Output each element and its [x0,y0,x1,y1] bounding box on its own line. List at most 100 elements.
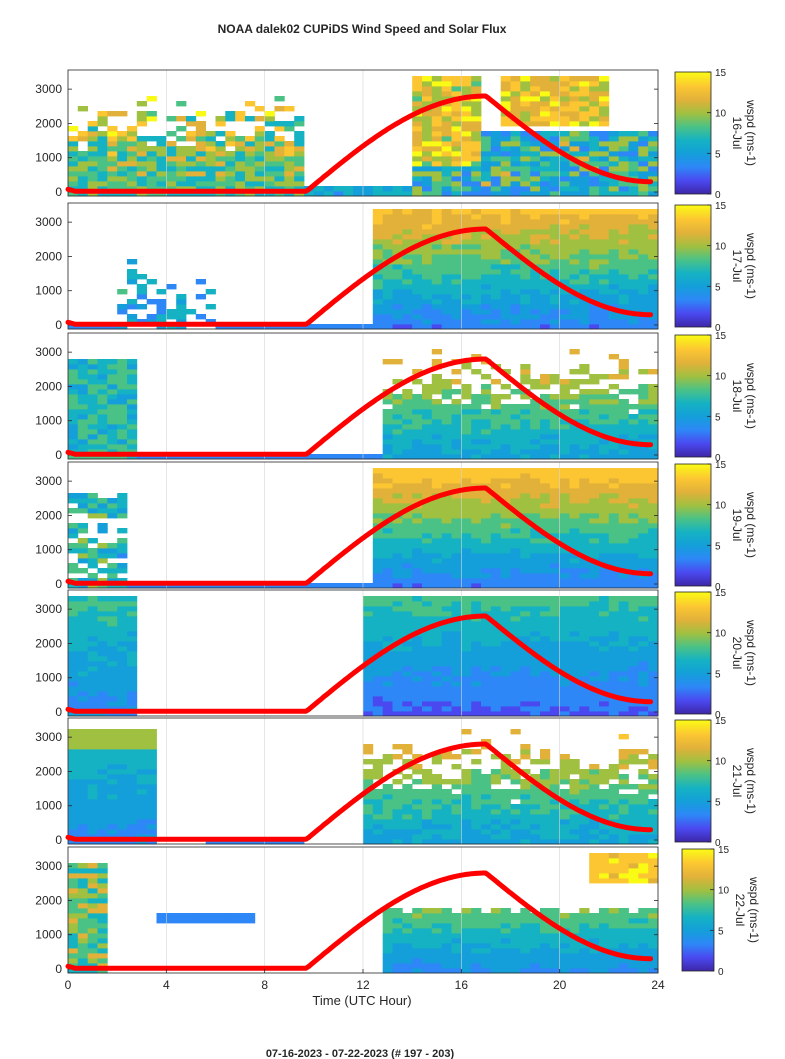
heatmap-cell [136,304,147,310]
heatmap-cell [540,414,551,420]
heatmap-cell [441,824,452,830]
heatmap-cell [77,656,88,662]
heatmap-cell [392,558,403,564]
heatmap-cell [422,294,433,300]
heatmap-cell [490,424,501,430]
heatmap-cell [579,656,590,662]
heatmap-cell [441,779,452,785]
heatmap-cell [569,249,580,255]
heatmap-cell [412,478,423,484]
heatmap-cell [520,324,531,330]
heatmap-cell [520,121,531,127]
heatmap-cell [618,254,629,260]
heatmap-cell [540,538,551,544]
heatmap-cell [68,166,79,172]
heatmap-cell [363,799,374,805]
heatmap-cell [87,908,98,914]
heatmap-cell [186,913,197,919]
heatmap-cell [245,136,256,142]
heatmap-cell [422,249,433,255]
heatmap-cell [166,151,177,157]
heatmap-cell [540,578,551,584]
heatmap-cell [638,518,649,524]
heatmap-cell [579,666,590,672]
heatmap-cell [363,706,374,712]
heatmap-cell [599,548,610,554]
heatmap-cell [648,444,659,450]
heatmap-cell [382,601,393,607]
heatmap-cell [117,444,128,450]
heatmap-cell [461,176,472,182]
heatmap-cell [618,606,629,612]
heatmap-cell [97,394,108,400]
heatmap-cell [97,829,108,835]
heatmap-cell [461,518,472,524]
heatmap-cell [77,744,88,750]
heatmap-cell [313,583,324,589]
heatmap-cell [412,409,423,415]
heatmap-cell [441,429,452,435]
heatmap-cell [97,943,108,949]
heatmap-cell [363,759,374,765]
heatmap-cell [392,928,403,934]
heatmap-cell [97,621,108,627]
heatmap-cell [127,279,138,285]
colorbar-label-line: 19-Jul [730,509,744,542]
heatmap-cell [235,116,246,122]
heatmap-cell [481,269,492,275]
heatmap-cell [599,789,610,795]
heatmap-cell [481,563,492,569]
heatmap-cell [559,641,570,647]
heatmap-cell [618,508,629,514]
heatmap-cell [490,508,501,514]
heatmap-cell [461,839,472,845]
heatmap-cell [530,794,541,800]
heatmap-cell [540,508,551,514]
heatmap-cell [589,513,600,519]
heatmap-cell [510,646,521,652]
heatmap-cell [589,176,600,182]
heatmap-cell [510,601,521,607]
heatmap-cell [579,324,590,330]
heatmap-cell [274,171,285,177]
heatmap-cell [372,641,383,647]
heatmap-cell [431,611,442,617]
heatmap-cell [530,789,541,795]
heatmap-cell [648,804,659,810]
heatmap-cell [461,729,472,735]
heatmap-cell [579,259,590,265]
heatmap-cell [638,449,649,455]
heatmap-cell [530,809,541,815]
heatmap-cell [579,121,590,127]
heatmap-cell [382,958,393,964]
heatmap-cell [520,744,531,750]
heatmap-cell [127,611,138,617]
heatmap-cell [97,434,108,440]
heatmap-cell [68,394,79,400]
heatmap-cell [490,558,501,564]
heatmap-cell [97,701,108,707]
heatmap-cell [382,274,393,280]
heatmap-cell [68,616,79,622]
heatmap-cell [490,289,501,295]
heatmap-cell [127,794,138,800]
heatmap-cell [481,528,492,534]
heatmap-cell [599,651,610,657]
heatmap-cell [431,379,442,385]
heatmap-cell [461,513,472,519]
heatmap-cell [77,166,88,172]
heatmap-cell [510,834,521,840]
heatmap-cell [481,834,492,840]
heatmap-cell [569,784,580,790]
heatmap-cell [441,533,452,539]
heatmap-cell [638,224,649,230]
heatmap-cell [382,578,393,584]
heatmap-cell [451,583,462,589]
heatmap-cell [510,429,521,435]
heatmap-cell [500,101,511,107]
heatmap-cell [481,186,492,192]
heatmap [68,853,659,974]
heatmap-cell [599,284,610,290]
heatmap-cell [127,444,138,450]
heatmap-cell [540,259,551,265]
